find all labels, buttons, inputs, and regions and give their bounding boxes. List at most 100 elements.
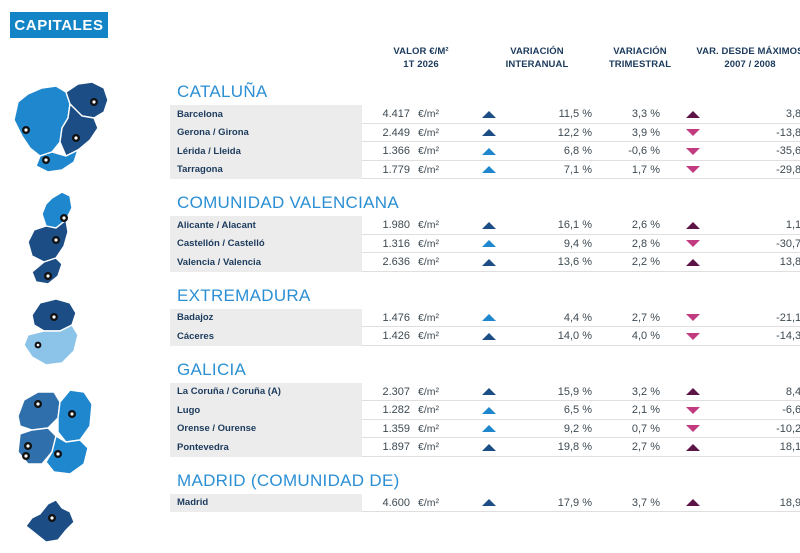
cell-valor: 1.426 €/m² (362, 327, 480, 346)
maximos-value: -13,8 % (776, 126, 800, 139)
city-name-label: La Coruña / Coruña (A) (177, 386, 281, 398)
arrow-up-icon (482, 129, 496, 137)
region-title: EXTREMADURA (177, 285, 311, 305)
interanual-value: 15,9 % (557, 385, 592, 398)
valor-unit: €/m² (418, 219, 439, 232)
maximos-value: -6,6 % (782, 404, 800, 417)
cell-city-name: Alicante / Alacant (170, 216, 362, 235)
arrow-up-icon (686, 258, 700, 266)
cell-interanual: 7,1 % (482, 161, 592, 180)
valor-number: 2.636 (382, 256, 410, 269)
column-header-trimestral-line1: VARIACIÓN (613, 46, 667, 57)
cell-trimestral: 3,9 % (594, 124, 686, 143)
region-title: COMUNIDAD VALENCIANA (177, 193, 399, 212)
table-row[interactable]: Valencia / Valencia 2.636 €/m² 13,6 % 2,2 % 1… (170, 253, 800, 272)
cell-city-name: Orense / Ourense (170, 419, 362, 438)
city-name-label: Alicante / Alacant (177, 219, 256, 231)
table-row[interactable]: Castellón / Castelló 1.316 €/m² 9,4 % 2,8 % -… (170, 234, 800, 254)
table-row[interactable]: Alicante / Alacant 1.980 €/m² 16,1 % 2,6 % 1,… (170, 216, 800, 235)
cell-maximos: -14,3 % (686, 327, 800, 346)
arrow-up-icon (482, 240, 496, 248)
valor-number: 1.359 (382, 422, 410, 435)
trimestral-value: 2,6 % (631, 219, 660, 232)
cell-trimestral: -0,6 % (594, 142, 686, 161)
cell-valor: 2.449 €/m² (362, 124, 480, 143)
arrow-up-icon (482, 258, 496, 266)
valor-unit: €/m² (418, 145, 439, 158)
valor-number: 1.980 (382, 219, 410, 232)
cell-interanual: 15,9 % (482, 383, 592, 402)
valor-unit: €/m² (418, 441, 439, 454)
column-header-trimestral: VARIACIÓN TRIMESTRAL (590, 46, 690, 71)
cell-city-name: Tarragona (170, 160, 362, 179)
column-header-maximos-line2: 2007 / 2008 (724, 58, 776, 70)
cell-valor: 4.600 €/m² (362, 494, 480, 513)
cell-interanual: 12,2 % (482, 124, 592, 143)
trimestral-value: 2,1 % (631, 404, 660, 417)
interanual-value: 17,9 % (557, 496, 592, 509)
arrow-up-icon (482, 499, 496, 507)
region-title: MADRID (COMUNIDAD DE) (177, 470, 400, 490)
cell-city-name: Gerona / Girona (170, 123, 362, 142)
cell-trimestral: 3,7 % (594, 494, 686, 513)
trimestral-value: 2,7 % (631, 441, 660, 454)
arrow-down-icon (686, 147, 700, 155)
region-spacer (170, 272, 800, 286)
column-header-maximos-line1: VAR. DESDE MÁXIMOS (696, 46, 800, 57)
city-name-label: Badajoz (177, 312, 214, 324)
cell-city-name: Badajoz (170, 308, 362, 327)
arrow-up-icon (482, 110, 496, 118)
table-row[interactable]: Orense / Ourense 1.359 €/m² 9,2 % 0,7 % -10,2… (170, 419, 800, 439)
valor-unit: €/m² (418, 311, 439, 324)
city-name-label: Lérida / Lleida (177, 145, 241, 157)
cell-maximos: 18,1 % (686, 438, 800, 457)
arrow-up-icon (482, 425, 496, 433)
maximos-value: -10,2 % (776, 422, 800, 435)
cell-valor: 1.779 €/m² (362, 161, 480, 180)
valor-number: 1.476 (382, 311, 410, 324)
cell-trimestral: 0,7 % (594, 420, 686, 439)
cell-valor: 1.897 €/m² (362, 438, 480, 457)
cell-trimestral: 2,2 % (594, 253, 686, 272)
maximos-value: 3,8 % (785, 108, 800, 121)
table-row[interactable]: Lérida / Lleida 1.366 €/m² 6,8 % -0,6 % -35,6… (170, 142, 800, 161)
cell-interanual: 16,1 % (482, 216, 592, 235)
cell-maximos: 8,4 % (686, 383, 800, 402)
column-header-valor: VALOR €/M² 1T 2026 (362, 46, 480, 71)
valor-unit: €/m² (418, 126, 439, 139)
table-row[interactable]: Gerona / Girona 2.449 €/m² 12,2 % 3,9 % -13,8… (170, 123, 800, 143)
cell-trimestral: 2,1 % (594, 401, 686, 420)
valor-number: 2.307 (382, 385, 410, 398)
cell-valor: 1.359 €/m² (362, 420, 480, 439)
trimestral-value: 3,7 % (631, 496, 660, 509)
table-row[interactable]: La Coruña / Coruña (A) 2.307 €/m² 15,9 % 3,2… (170, 382, 800, 402)
valor-number: 1.282 (382, 404, 410, 417)
cell-trimestral: 2,8 % (594, 235, 686, 254)
cell-city-name: Barcelona (170, 105, 362, 124)
city-name-label: Tarragona (177, 164, 223, 176)
arrow-up-icon (686, 443, 700, 451)
cell-valor: 1.282 €/m² (362, 401, 480, 420)
cell-interanual: 9,4 % (482, 235, 592, 254)
column-header-valor-line2: 1T 2026 (403, 58, 439, 70)
arrow-down-icon (686, 240, 700, 248)
interanual-value: 11,5 % (558, 108, 592, 121)
valor-unit: €/m² (418, 330, 439, 343)
cell-maximos: 18,9 % (686, 494, 800, 513)
column-header-valor-line1: VALOR €/M² (393, 46, 449, 57)
maximos-value: -35,6 % (776, 145, 800, 158)
cell-maximos: 13,8 % (686, 253, 800, 272)
valor-unit: €/m² (418, 237, 439, 250)
valor-number: 4.417 (382, 108, 410, 121)
cell-city-name: Valencia / Valencia (170, 253, 362, 272)
maximos-value: 1,1 % (785, 219, 800, 232)
cell-city-name: La Coruña / Coruña (A) (170, 382, 362, 401)
